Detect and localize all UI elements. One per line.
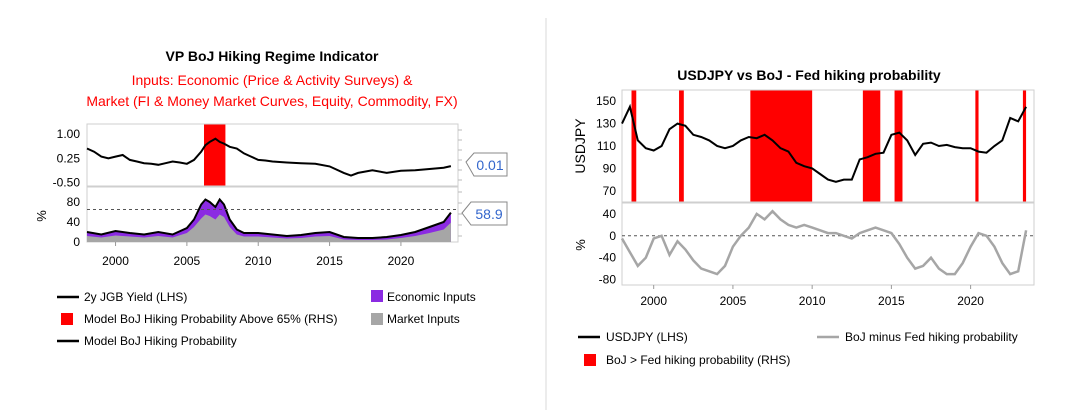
right-regime-band: [631, 90, 637, 202]
legend-label-above65: Model BoJ Hiking Probability Above 65% (…: [84, 312, 337, 326]
right-top-ytick-label: 110: [597, 139, 616, 153]
right-regime-band: [975, 90, 979, 202]
legend-swatch-economic: [371, 290, 383, 302]
left-top-yticks: 1.00 0.25 -0.50: [53, 127, 81, 190]
jgb-callout-box: [465, 152, 508, 177]
jgb-callout-value: 0.01: [476, 157, 503, 173]
right-bottom-ytick-label: 0: [609, 229, 616, 243]
legend-label-regime: BoJ > Fed hiking probability (RHS): [606, 353, 790, 367]
x-tick-label: 2000: [102, 254, 129, 268]
right-top-panel-frame: [621, 89, 1035, 203]
left-chart: VP BoJ Hiking Regime Indicator Inputs: E…: [34, 48, 508, 348]
right-chart: USDJPY vs BoJ - Fed hiking probability U…: [572, 67, 1035, 367]
x-tick-label: 2020: [957, 294, 984, 308]
left-bottom-yticks: 80 40 0: [67, 195, 81, 249]
legend-swatch-market: [371, 313, 383, 325]
usdjpy-line: [621, 103, 1027, 183]
right-regime-band: [750, 90, 813, 202]
left-bottom-ytick-label: 40: [67, 215, 81, 229]
boj-minus-fed-line: [620, 209, 1028, 276]
market-inputs-area: [87, 214, 451, 242]
left-x-axis: 2000 2005 2010 2015 2020: [102, 242, 415, 268]
right-bottom-ytick-label: 40: [603, 207, 617, 221]
right-top-ytick-label: 90: [603, 161, 617, 175]
right-regime-bands: [631, 90, 1027, 202]
left-legend: 2y JGB Yield (LHS) Economic Inputs Model…: [57, 290, 476, 348]
left-bottom-ytick-label: 80: [67, 195, 81, 209]
left-bottom-right-ticks: [458, 191, 462, 237]
x-tick-label: 2005: [174, 254, 201, 268]
left-regime-bands: [204, 124, 226, 186]
left-chart-title: VP BoJ Hiking Regime Indicator: [166, 48, 379, 64]
legend-label-market: Market Inputs: [387, 312, 460, 326]
right-chart-title: USDJPY vs BoJ - Fed hiking probability: [677, 67, 941, 83]
right-bottom-yticks: 40 0 -40 -80: [599, 207, 617, 287]
left-top-panel-frame: [86, 123, 459, 187]
legend-label-jgb: 2y JGB Yield (LHS): [84, 290, 187, 304]
probability-callout-box: [461, 201, 508, 226]
left-chart-subtitle-line-1: Inputs: Economic (Price & Activity Surve…: [132, 72, 414, 88]
right-top-yticks: 150 130 110 90 70: [596, 94, 616, 198]
right-bottom-ytick-label: -80: [599, 273, 617, 287]
left-regime-band: [204, 124, 226, 186]
left-chart-subtitle-line-2: Market (FI & Money Market Curves, Equity…: [86, 93, 457, 109]
left-bottom-ytick-label: 0: [73, 235, 80, 249]
left-top-ytick-label: 0.25: [57, 151, 81, 165]
legend-label-usdjpy: USDJPY (LHS): [606, 330, 688, 344]
left-top-right-ticks: [458, 129, 462, 181]
right-regime-band: [679, 90, 684, 202]
model-probability-line: [86, 197, 452, 239]
probability-value-callout: 58.9: [461, 201, 508, 226]
legend-swatch-regime: [584, 354, 596, 366]
right-top-ytick-label: 150: [596, 94, 616, 108]
x-tick-label: 2020: [388, 254, 415, 268]
right-legend: USDJPY (LHS) BoJ minus Fed hiking probab…: [578, 330, 1018, 367]
jgb-value-callout: 0.01: [465, 152, 508, 177]
right-bottom-panel-frame: [621, 202, 1035, 286]
legend-label-probability: Model BoJ Hiking Probability: [84, 334, 237, 348]
legend-swatch-above65: [61, 313, 73, 325]
right-bottom-ytick-label: -40: [599, 251, 617, 265]
jgb-yield-line: [86, 137, 452, 177]
right-regime-band: [862, 90, 881, 202]
x-tick-label: 2010: [799, 294, 826, 308]
right-x-axis: 2000 2005 2010 2015 2020: [640, 285, 984, 308]
legend-label-difference: BoJ minus Fed hiking probability: [845, 330, 1018, 344]
left-top-ytick-label: -0.50: [53, 176, 81, 190]
probability-callout-value: 58.9: [475, 206, 502, 222]
x-tick-label: 2000: [640, 294, 667, 308]
right-regime-band: [1022, 90, 1027, 202]
legend-label-economic: Economic Inputs: [387, 290, 476, 304]
right-bottom-ylabel: %: [573, 239, 588, 251]
right-top-ytick-label: 70: [603, 184, 617, 198]
left-bottom-ylabel: %: [34, 210, 49, 222]
right-regime-band: [894, 90, 903, 202]
right-top-ytick-label: 130: [596, 117, 616, 131]
x-tick-label: 2015: [878, 294, 905, 308]
right-top-ylabel: USDJPY: [572, 118, 588, 174]
x-tick-label: 2015: [316, 254, 343, 268]
x-tick-label: 2010: [245, 254, 272, 268]
x-tick-label: 2005: [720, 294, 747, 308]
left-top-ytick-label: 1.00: [57, 127, 81, 141]
